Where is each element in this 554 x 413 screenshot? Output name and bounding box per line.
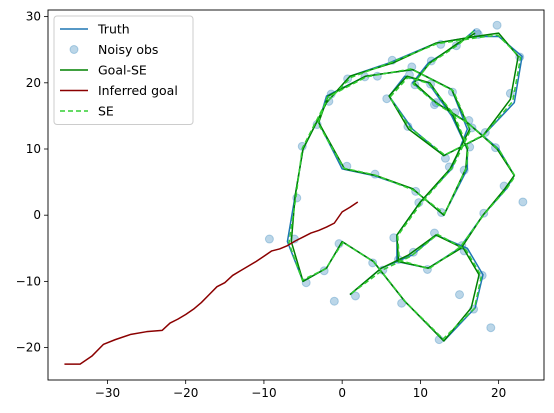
x-tick-label: −30	[95, 386, 120, 400]
obs-point	[264, 234, 274, 244]
obs-point	[492, 20, 502, 30]
obs-point	[518, 197, 528, 207]
plot-area-frame	[47, 9, 545, 381]
obs-point	[397, 298, 407, 308]
series-layer	[64, 20, 528, 365]
legend-label-se: SE	[98, 104, 114, 119]
obs-point	[455, 290, 465, 300]
plot-content	[64, 20, 528, 365]
x-tick-label: 20	[491, 386, 506, 400]
obs-point	[368, 258, 378, 268]
y-tick-label: −20	[16, 341, 41, 355]
x-tick-label: −10	[251, 386, 276, 400]
legend-label-truth: Truth	[97, 22, 130, 37]
obs-point	[486, 323, 496, 333]
series-se-line	[288, 30, 522, 340]
series-goal-se-line	[290, 32, 519, 342]
legend-swatch-noisy-obs	[69, 45, 79, 54]
x-tick-label: 10	[413, 386, 428, 400]
x-tick-label: 0	[338, 386, 346, 400]
legend-label-goal-se: Goal-SE	[98, 63, 147, 78]
obs-point	[350, 291, 360, 301]
legend-box	[53, 15, 194, 125]
y-tick-label: 20	[26, 76, 41, 90]
series-inferred-goal-line	[64, 201, 359, 365]
legend-label-inferred-goal: Inferred goal	[98, 83, 178, 98]
legend-label-noisy-obs: Noisy obs	[98, 42, 158, 57]
obs-point	[329, 296, 339, 306]
y-tick-label: 30	[26, 10, 41, 24]
x-tick-label: −20	[173, 386, 198, 400]
axis-ticks: −30 −20 −10 0 10 20 −20 −10 0 10 20 30	[16, 10, 507, 400]
y-tick-label: 10	[26, 142, 41, 156]
y-tick-label: 0	[33, 208, 41, 222]
y-tick-label: −10	[16, 274, 41, 288]
legend: Truth Noisy obs Goal-SE Inferred goal SE	[53, 15, 194, 125]
